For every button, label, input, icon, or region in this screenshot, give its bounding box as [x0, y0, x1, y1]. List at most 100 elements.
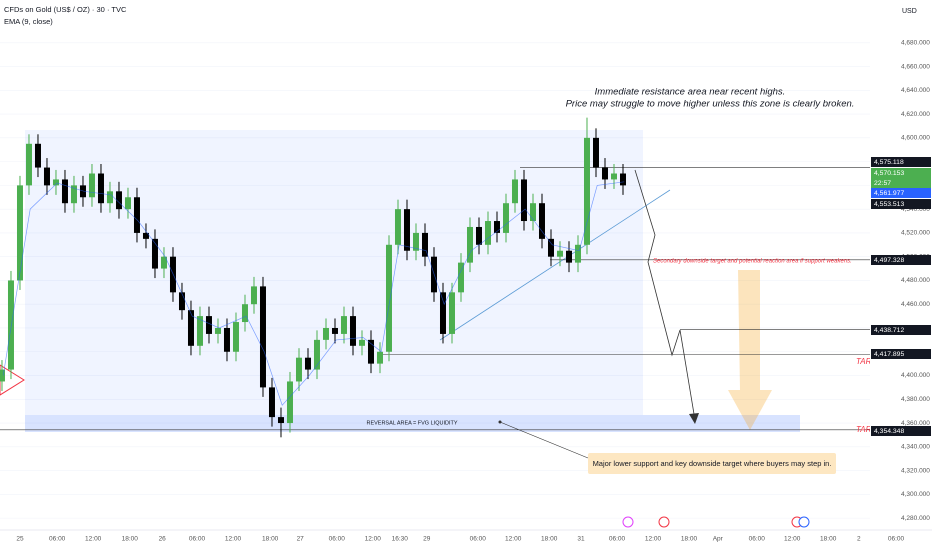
- candle-body: [385, 244, 392, 352]
- candle-body: [457, 262, 464, 293]
- candle-body: [475, 226, 482, 245]
- x-tick-label: 12:00: [225, 536, 242, 543]
- candle-body: [178, 292, 185, 311]
- price-tag-label: 4,575.118: [874, 159, 904, 166]
- candle-body: [322, 327, 329, 340]
- countdown-label: 22:57: [874, 180, 891, 187]
- y-tick-label: 4,680.000: [901, 39, 930, 46]
- candle-body: [124, 197, 131, 210]
- callout-line: [499, 421, 589, 459]
- resistance-note: Price may struggle to move higher unless…: [566, 99, 855, 110]
- candle-body: [250, 286, 257, 305]
- x-tick-label: 12:00: [784, 536, 801, 543]
- candle-body: [232, 322, 239, 352]
- price-tag: [871, 426, 931, 436]
- y-tick-label: 4,640.000: [901, 87, 930, 94]
- y-tick-label: 4,340.000: [901, 444, 930, 451]
- candle-body: [511, 179, 518, 204]
- x-tick-label: 18:00: [681, 536, 698, 543]
- x-tick-label: 2: [857, 536, 861, 543]
- candle-body: [601, 167, 608, 180]
- x-tick-label: 18:00: [262, 536, 279, 543]
- reversal-label: REVERSAL AREA = FVG LIQUIDITY: [366, 420, 457, 426]
- x-tick-label: 29: [423, 536, 431, 543]
- down-arrow: [728, 270, 772, 430]
- candle-body: [547, 238, 554, 257]
- candle-body: [313, 339, 320, 370]
- candle-body: [106, 191, 113, 204]
- candle-body: [394, 209, 401, 245]
- secondary-note: Secondary downside target and potential …: [653, 259, 852, 265]
- candle-body: [358, 339, 365, 346]
- candle-body: [7, 280, 14, 370]
- candle-body: [205, 316, 212, 334]
- y-tick-label: 4,320.000: [901, 467, 930, 474]
- price-tag: [871, 325, 931, 335]
- x-tick-label: 06:00: [49, 536, 66, 543]
- candle-body: [70, 185, 77, 204]
- chart-title: CFDs on Gold (US$ / OZ) · 30 · TVC: [4, 5, 127, 14]
- projection-path: [634, 169, 696, 421]
- candle-body: [151, 238, 158, 269]
- candle-body: [529, 203, 536, 222]
- candle-body: [160, 256, 167, 269]
- candle-body: [97, 173, 104, 204]
- price-tag-label: 4,570.153: [874, 170, 904, 177]
- range-zone: [25, 130, 643, 415]
- y-tick-label: 4,400.000: [901, 372, 930, 379]
- candle-body: [592, 137, 599, 168]
- currency-label: USD: [902, 8, 917, 15]
- candle-body: [412, 232, 419, 251]
- candle-body: [403, 209, 410, 251]
- x-tick-label: 12:00: [365, 536, 382, 543]
- x-tick-label: 12:00: [645, 536, 662, 543]
- ema-line: [2, 181, 625, 406]
- support-note: Major lower support and key downside tar…: [593, 459, 832, 468]
- price-tag-label: 4,553.513: [874, 201, 904, 208]
- price-tag-label: 4,561.977: [874, 190, 904, 197]
- candle-body: [223, 327, 230, 352]
- candle-body: [142, 232, 149, 239]
- y-tick-label: 4,540.000: [901, 206, 930, 213]
- candle-body: [349, 316, 356, 346]
- candle-body: [619, 173, 626, 186]
- y-tick-label: 4,360.000: [901, 420, 930, 427]
- candle-body: [304, 357, 311, 370]
- candle-body: [34, 143, 41, 168]
- x-tick-label: 26: [159, 536, 167, 543]
- price-tag-label: 4,417.895: [874, 351, 904, 358]
- candle-body: [448, 292, 455, 334]
- candle-body: [133, 197, 140, 233]
- x-tick-label: 06:00: [749, 536, 766, 543]
- candle-body: [538, 203, 545, 239]
- event-icon: [658, 516, 670, 528]
- y-tick-label: 4,460.000: [901, 301, 930, 308]
- fvg-zone: [25, 415, 800, 432]
- marker-triangle: [0, 364, 25, 396]
- candle-body: [187, 310, 194, 346]
- price-tag: [871, 157, 931, 167]
- candle-body: [466, 226, 473, 263]
- trend-line: [439, 189, 671, 341]
- candle-body: [340, 316, 347, 334]
- resistance-note: Immediate resistance area near recent hi…: [595, 87, 786, 98]
- candle-body: [43, 167, 50, 186]
- candle-body: [565, 250, 572, 263]
- drawings: [0, 130, 836, 474]
- price-tag: [871, 255, 931, 265]
- x-tick-label: 31: [577, 536, 585, 543]
- x-tick-label: 18:00: [122, 536, 139, 543]
- price-tag-label: 4,354.348: [874, 428, 904, 435]
- candle-body: [88, 173, 95, 198]
- candle-body: [0, 369, 5, 382]
- y-tick-label: 4,600.000: [901, 135, 930, 142]
- price-tag: [871, 168, 931, 188]
- x-tick-label: 18:00: [820, 536, 837, 543]
- price-tag: [871, 349, 931, 359]
- candle-body: [277, 417, 284, 424]
- price-tag-label: 4,497.328: [874, 257, 904, 264]
- x-tick-label: 06:00: [470, 536, 487, 543]
- y-tick-label: 4,480.000: [901, 277, 930, 284]
- candle-body: [574, 244, 581, 263]
- x-tick-label: 12:00: [505, 536, 522, 543]
